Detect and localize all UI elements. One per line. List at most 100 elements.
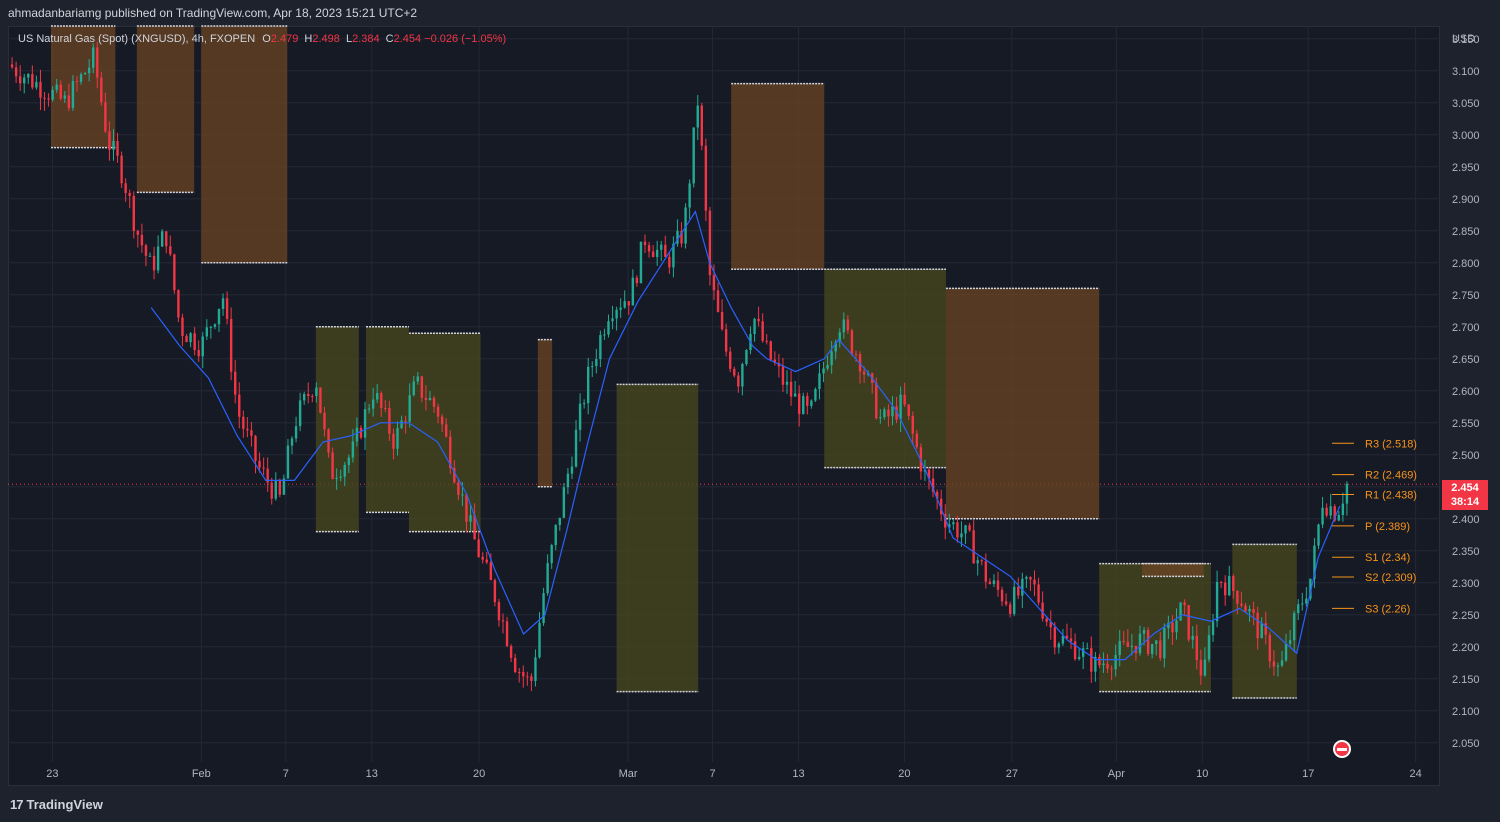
candle-down — [173, 254, 176, 291]
currency-label: USD — [1452, 33, 1475, 45]
candle-down — [270, 482, 273, 499]
pivot-zone — [366, 326, 409, 513]
candle-down — [258, 460, 261, 468]
candle-up — [753, 318, 756, 334]
candle-down — [493, 580, 497, 603]
candle-down — [197, 350, 200, 357]
candle-down — [1041, 602, 1044, 619]
candle-down — [18, 76, 22, 84]
candle-down — [806, 396, 809, 406]
y-tick-label: 3.100 — [1452, 66, 1480, 78]
candle-down — [1033, 579, 1036, 585]
candle-down — [1073, 641, 1077, 660]
candle-down — [513, 657, 517, 673]
candle-up — [1228, 576, 1231, 596]
candle-down — [242, 416, 245, 429]
candle-down — [846, 319, 850, 331]
candle-down — [457, 482, 460, 495]
y-tick-label: 2.550 — [1452, 418, 1480, 430]
pivot-level-label: S3 (2.26) — [1365, 603, 1410, 615]
candle-down — [1252, 608, 1255, 613]
ohlc-low-label: L — [345, 33, 353, 45]
y-tick-label: 2.150 — [1452, 674, 1480, 686]
candle-up — [818, 373, 821, 390]
candle-down — [1017, 586, 1020, 596]
candle-up — [595, 359, 598, 367]
candle-down — [193, 333, 196, 351]
ohlc-open-value: 2.479 — [270, 33, 299, 45]
candle-up — [376, 393, 379, 400]
candle-up — [1130, 645, 1134, 647]
candle-up — [428, 397, 432, 400]
candle-up — [992, 580, 996, 584]
y-tick-label: 2.750 — [1452, 290, 1480, 302]
candle-up — [23, 77, 26, 84]
candle-up — [960, 533, 963, 538]
candle-up — [793, 393, 797, 397]
candle-up — [286, 445, 290, 479]
candle-up — [591, 366, 594, 368]
candle-up — [1175, 620, 1178, 633]
y-tick-label: 2.950 — [1452, 162, 1480, 174]
candle-down — [481, 556, 484, 560]
x-tick-label: Mar — [619, 768, 638, 780]
candle-down — [708, 210, 712, 276]
y-tick-label: 3.150 — [1452, 34, 1480, 46]
candle-down — [254, 435, 257, 461]
candle-down — [1244, 605, 1247, 612]
candle-down — [530, 676, 533, 681]
candle-up — [802, 396, 805, 414]
candle-up — [830, 351, 833, 366]
candle-down — [136, 230, 140, 235]
candle-down — [380, 393, 383, 408]
candle-down — [31, 73, 34, 88]
candle-up — [566, 473, 570, 488]
y-tick-label: 2.350 — [1452, 546, 1480, 558]
candle-down — [1159, 640, 1162, 659]
candle-down — [773, 359, 777, 363]
x-tick-label: 7 — [709, 768, 715, 780]
candle-up — [923, 469, 927, 472]
candle-down — [152, 255, 156, 271]
candle-up — [63, 95, 67, 99]
y-tick-label: 3.000 — [1452, 130, 1480, 142]
y-tick-label: 2.800 — [1452, 258, 1480, 270]
candle-up — [412, 381, 415, 396]
candle-down — [1219, 581, 1223, 583]
candle-up — [1077, 656, 1081, 660]
candle-down — [716, 290, 720, 312]
candle-down — [1090, 648, 1093, 672]
current-price-tag: 2.454 38:14 — [1442, 480, 1488, 510]
candle-down — [935, 491, 939, 499]
pivot-levels: R3 (2.518) R2 (2.469) R1 (2.438) P (2.389) S… — [1332, 438, 1417, 615]
candle-down — [100, 77, 103, 103]
candle-down — [432, 397, 436, 407]
candle-down — [1065, 635, 1069, 639]
candle-down — [988, 581, 992, 584]
candle-down — [907, 404, 910, 416]
candle-up — [1309, 578, 1312, 599]
candle-down — [668, 256, 671, 268]
candle-down — [331, 452, 334, 479]
candle-down — [627, 301, 630, 306]
tradingview-logo[interactable]: 17 TradingView — [10, 797, 103, 812]
x-tick-label: 27 — [1006, 768, 1018, 780]
candle-up — [1203, 659, 1207, 676]
candle-up — [578, 403, 582, 430]
candle-down — [895, 406, 898, 420]
candle-down — [246, 428, 249, 431]
us-flag-icon[interactable] — [1333, 740, 1351, 758]
ohlc-high-label: H — [304, 33, 313, 45]
candle-up — [1297, 604, 1300, 614]
candle-down — [266, 468, 269, 483]
x-tick-label: 10 — [1196, 768, 1208, 780]
candle-up — [1260, 623, 1263, 639]
candle-down — [497, 602, 501, 621]
candle-up — [538, 623, 541, 658]
candle-down — [436, 406, 440, 417]
pivot-zone — [945, 288, 1100, 519]
candle-up — [1207, 635, 1211, 660]
candle-up — [1081, 648, 1085, 657]
candle-up — [1021, 578, 1024, 596]
